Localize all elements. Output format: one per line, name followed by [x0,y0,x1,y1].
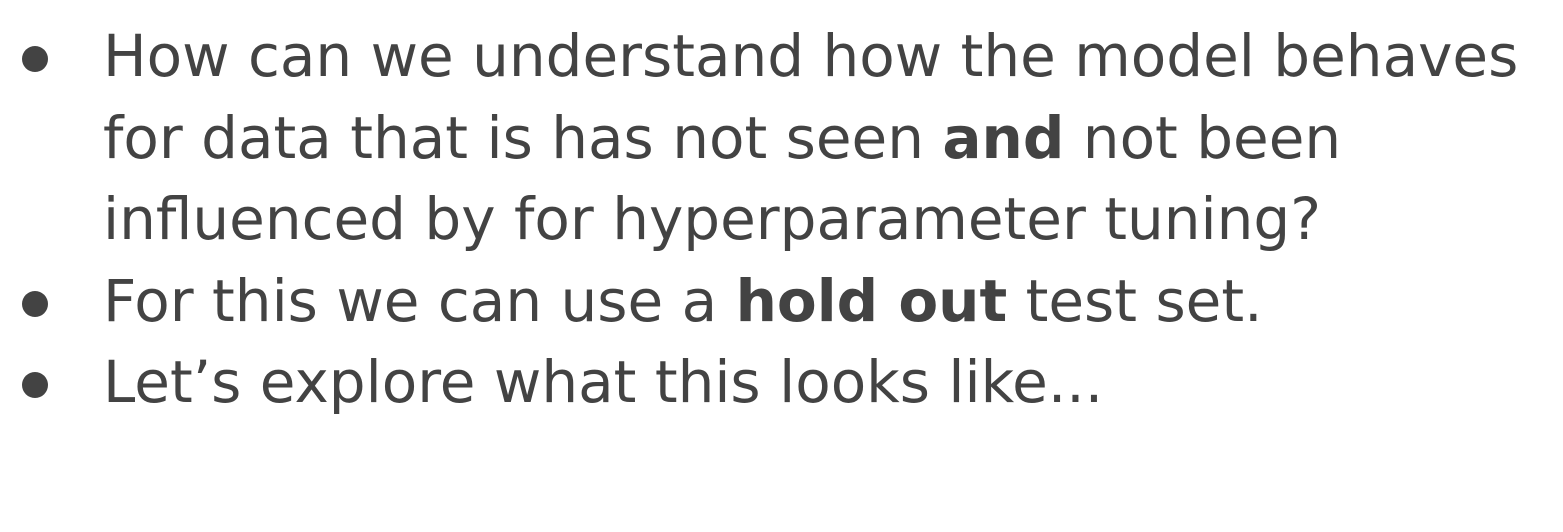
bullet-2-segment-3: test set. [1007,266,1263,335]
bullet-item-1: How can we understand how the model beha… [0,16,1563,261]
bullet-2-bold-hold-out: hold out [735,266,1008,335]
bullet-text-1: How can we understand how the model beha… [103,22,1518,253]
bullet-dot-icon [22,46,48,72]
bullet-1-segment-1: How can we understand how the model beha… [103,22,1519,172]
bullet-list: How can we understand how the model beha… [0,16,1563,424]
bullet-text-3: Let’s explore what this looks like... [103,348,1103,416]
bullet-2-segment-1: For this we can use a [103,266,736,335]
bullet-dot-icon [22,290,48,317]
bullet-item-2: For this we can use a hold out test set. [0,261,1563,343]
bullet-text-2: For this we can use a hold out test set. [103,267,1263,335]
bullet-1-bold-and: and [942,103,1065,172]
bullet-3-segment-1: Let’s explore what this looks like... [103,348,1104,416]
bullet-dot-icon [22,372,48,398]
bullet-1-segment-3: not been influenced by for hyperparamete… [103,103,1342,254]
bullet-item-3: Let’s explore what this looks like... [0,342,1563,424]
